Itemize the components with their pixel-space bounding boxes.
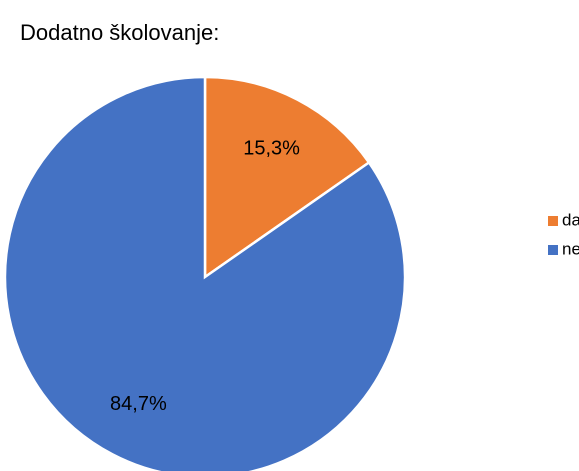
data-label: 84,7% [110, 393, 167, 415]
legend-swatch [548, 245, 558, 255]
legend-swatch [548, 216, 558, 226]
legend-label: da [562, 210, 579, 229]
legend-label: ne [562, 239, 579, 258]
chart-title: Dodatno školovanje: [20, 20, 219, 45]
pie-slice [3, 75, 407, 471]
data-label: 15,3% [243, 138, 300, 160]
pie-slice [203, 75, 371, 280]
